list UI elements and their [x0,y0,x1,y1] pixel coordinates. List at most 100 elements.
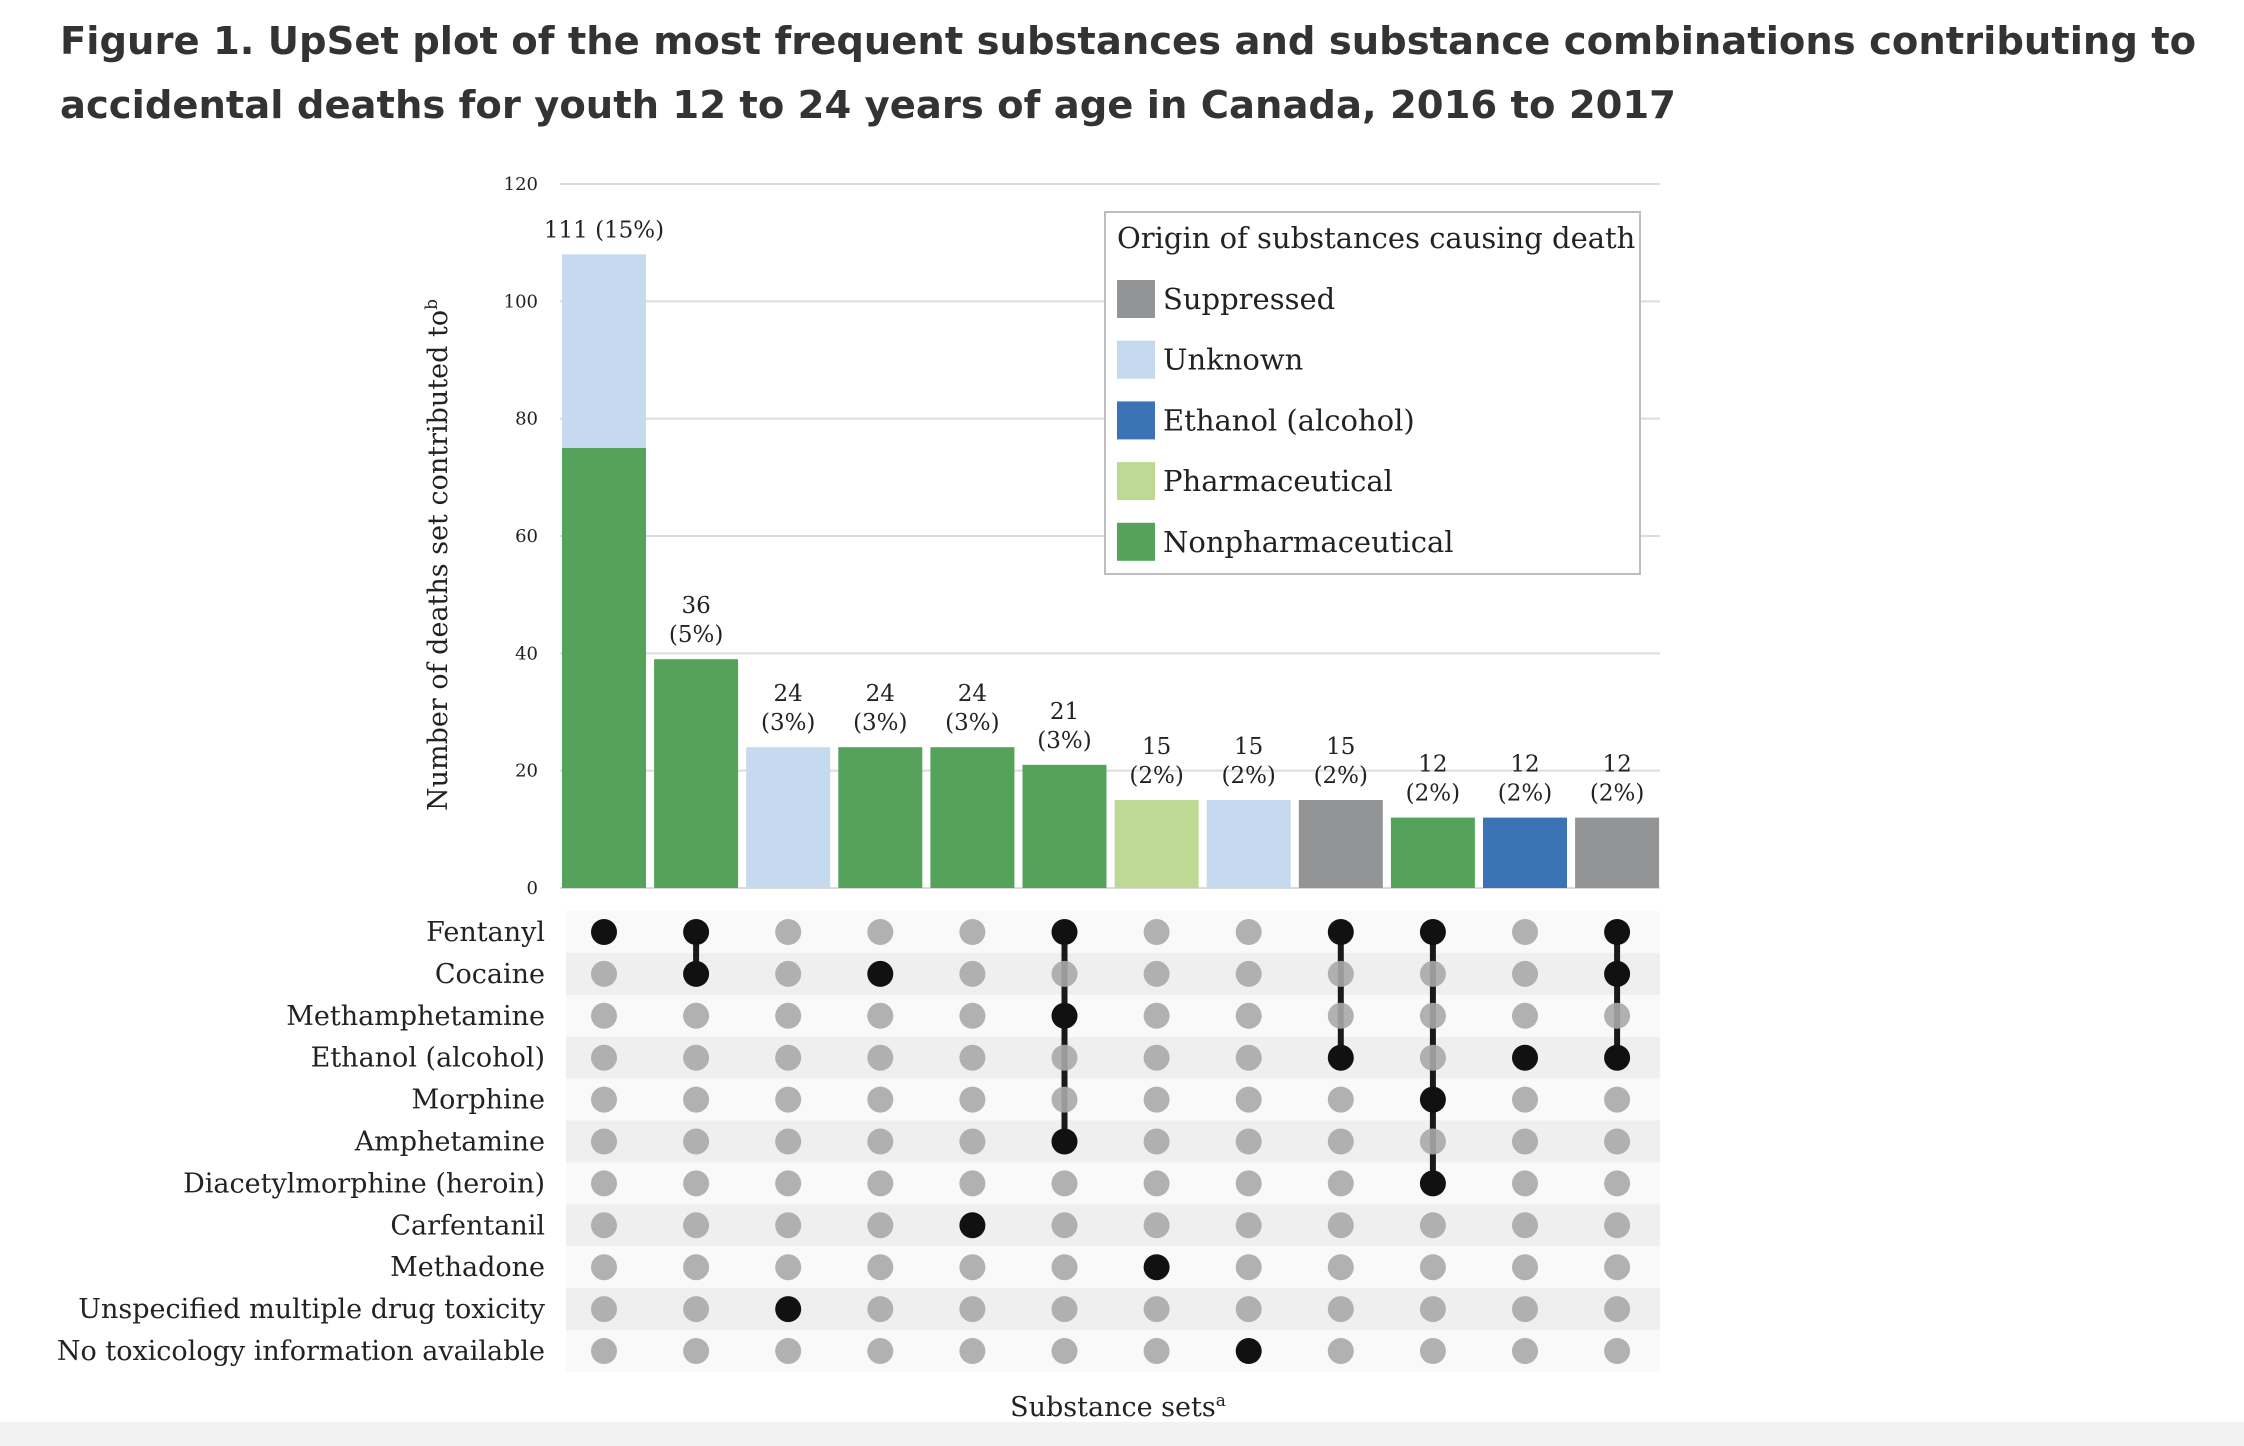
matrix-dot [959,1044,986,1071]
matrix-dot-active [1327,1044,1354,1071]
matrix-dot [1327,1170,1354,1197]
matrix-dot [867,1170,894,1197]
matrix-dot [1235,1044,1262,1071]
matrix-dot [1512,1296,1538,1323]
y-tick-label: 120 [504,174,538,195]
matrix-dot-active [867,960,894,987]
matrix-dot [775,1338,802,1364]
matrix-dot-active [1051,919,1078,945]
matrix-dot [683,1044,710,1071]
matrix-dot-active [1051,1002,1078,1029]
bar-count-label: 24 [774,681,803,707]
legend-item-label: Unknown [1163,343,1303,377]
matrix-dot [867,1044,894,1071]
matrix-dot [1512,1086,1538,1113]
matrix-row-stripe [566,994,1660,1037]
bar-labels: 111 (15%) 36 (5%) 24 (3%) 24 (3%) 24 (3%) 21 (3%) 1… [544,217,1644,806]
matrix-dot [1512,919,1538,945]
matrix-dot [1051,960,1078,987]
bar-percent-label: (2%) [1590,781,1644,807]
legend-swatch [1117,462,1155,501]
matrix-dot [1512,1338,1538,1364]
bar-count-label: 111 (15%) [544,217,664,243]
substance-label: Morphine [412,1085,545,1116]
substance-label: Fentanyl [426,917,545,948]
matrix-dot [959,1086,986,1113]
bar-segment [1298,800,1383,888]
matrix-dot [1235,1128,1262,1155]
matrix-dot [775,1170,802,1197]
legend-title: Origin of substances causing death [1117,221,1635,255]
matrix-row-stripe [566,1330,1660,1372]
matrix-dot [1604,1338,1631,1364]
matrix-dot [959,919,986,945]
substance-label: Methamphetamine [286,1001,545,1032]
matrix-row-stripe [566,1246,1660,1289]
matrix-dot [1327,1002,1354,1029]
bar-segment [1390,817,1475,888]
bar-segment [1575,817,1660,888]
matrix-dot [1327,1128,1354,1155]
matrix-dot [775,1086,802,1113]
matrix-dot [1051,1044,1078,1071]
substance-label: Unspecified multiple drug toxicity [78,1294,545,1325]
bar-segment [562,254,646,448]
y-axis-title: Number of deaths set contributed tob [422,299,454,811]
matrix-dot [683,1254,710,1281]
matrix-dot [867,1254,894,1281]
matrix-dot [591,1338,617,1364]
matrix-dot [1051,1170,1078,1197]
substance-labels: Fentanyl Cocaine Methamphetamine Ethanol (a… [57,917,546,1367]
matrix-dot [683,1296,710,1323]
matrix-dot [1051,1254,1078,1281]
matrix-dot [1419,1044,1446,1071]
matrix-dot-active [1604,960,1631,987]
matrix-dot [591,1044,617,1071]
bar-percent-label: (3%) [1037,728,1091,754]
legend-swatch [1117,280,1155,318]
matrix-dot-active [1512,1044,1538,1071]
substance-label: Cocaine [435,959,545,990]
matrix-dot [591,1002,617,1029]
matrix-dot [1235,1170,1262,1197]
x-axis-label: Substance setsa [1010,1391,1226,1423]
matrix-dot [591,1254,617,1281]
matrix-dot [775,1212,802,1239]
matrix-dot [1604,1212,1631,1239]
matrix-dot-active [683,960,710,987]
bar-count-label: 15 [1234,734,1263,760]
matrix-row-stripe [566,911,1660,953]
bar-segment [1483,817,1567,888]
bar-count-label: 21 [1050,699,1079,725]
matrix-row-stripe [566,952,1660,995]
matrix-dot-active [1419,1170,1446,1197]
matrix-dot [959,1338,986,1364]
legend-swatch [1117,340,1155,379]
matrix-dot [1143,1170,1170,1197]
page-footer-strip [0,1422,2244,1446]
bar-count-label: 24 [958,681,987,707]
matrix-dot [591,1170,617,1197]
matrix-dot [1419,1254,1446,1281]
legend-item-label: Nonpharmaceutical [1163,525,1454,559]
legend-swatch [1117,401,1155,440]
matrix-dot [775,1254,802,1281]
matrix-dot [1143,1212,1170,1239]
substance-label: Amphetamine [354,1127,545,1158]
matrix-dot [867,1212,894,1239]
matrix-dot [591,960,617,987]
matrix-row-stripe [566,1078,1660,1121]
bar-count-label: 24 [866,681,895,707]
matrix-dot-active [1051,1128,1078,1155]
matrix-dot [1235,1086,1262,1113]
y-tick-label: 20 [515,761,538,782]
bar-segment [562,448,646,888]
bar-count-label: 12 [1510,752,1539,778]
matrix-dot [1604,1254,1631,1281]
matrix-dot [683,1002,710,1029]
matrix-dot [1512,1212,1538,1239]
matrix-dot [775,1002,802,1029]
matrix-dot-active [1235,1338,1262,1364]
bar-segment [838,747,923,888]
